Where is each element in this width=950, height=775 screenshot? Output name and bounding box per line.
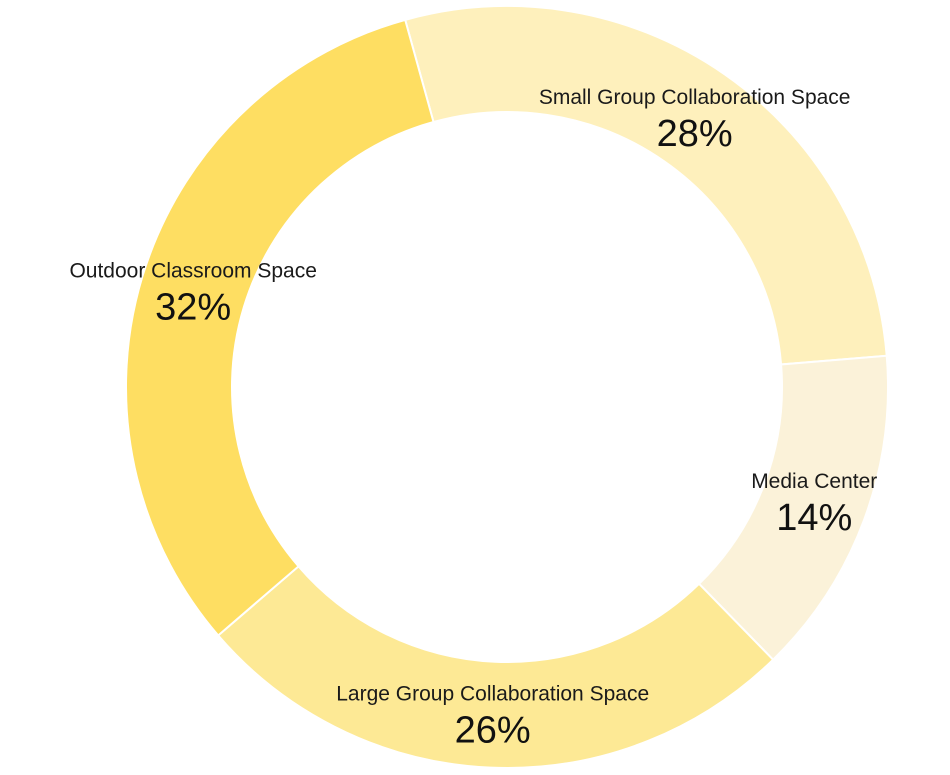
slice-label: Large Group Collaboration Space bbox=[336, 683, 649, 706]
slice-label: Outdoor Classroom Space bbox=[69, 260, 316, 283]
slice-value-label: 32% bbox=[155, 287, 231, 329]
slice-small-group-collaboration-space bbox=[403, 5, 888, 366]
slice-label-group-media-center: Media Center 14% bbox=[751, 470, 877, 539]
slice-label: Media Center bbox=[751, 470, 877, 493]
slices-layer bbox=[125, 5, 889, 769]
slice-value-label: 28% bbox=[657, 113, 733, 155]
slice-large-group-collaboration-space bbox=[216, 564, 775, 769]
slice-label: Small Group Collaboration Space bbox=[539, 86, 851, 109]
slice-label-group-large-group-collaboration-space: Large Group Collaboration Space 26% bbox=[336, 683, 649, 752]
slice-value-label: 26% bbox=[455, 710, 531, 752]
slice-label-group-small-group-collaboration-space: Small Group Collaboration Space 28% bbox=[539, 86, 851, 155]
slice-outdoor-classroom-space bbox=[125, 18, 435, 637]
slice-label-group-outdoor-classroom-space: Outdoor Classroom Space 32% bbox=[69, 260, 316, 329]
labels-layer: Small Group Collaboration Space 28% Media … bbox=[69, 86, 877, 752]
slice-value-label: 14% bbox=[776, 497, 852, 539]
